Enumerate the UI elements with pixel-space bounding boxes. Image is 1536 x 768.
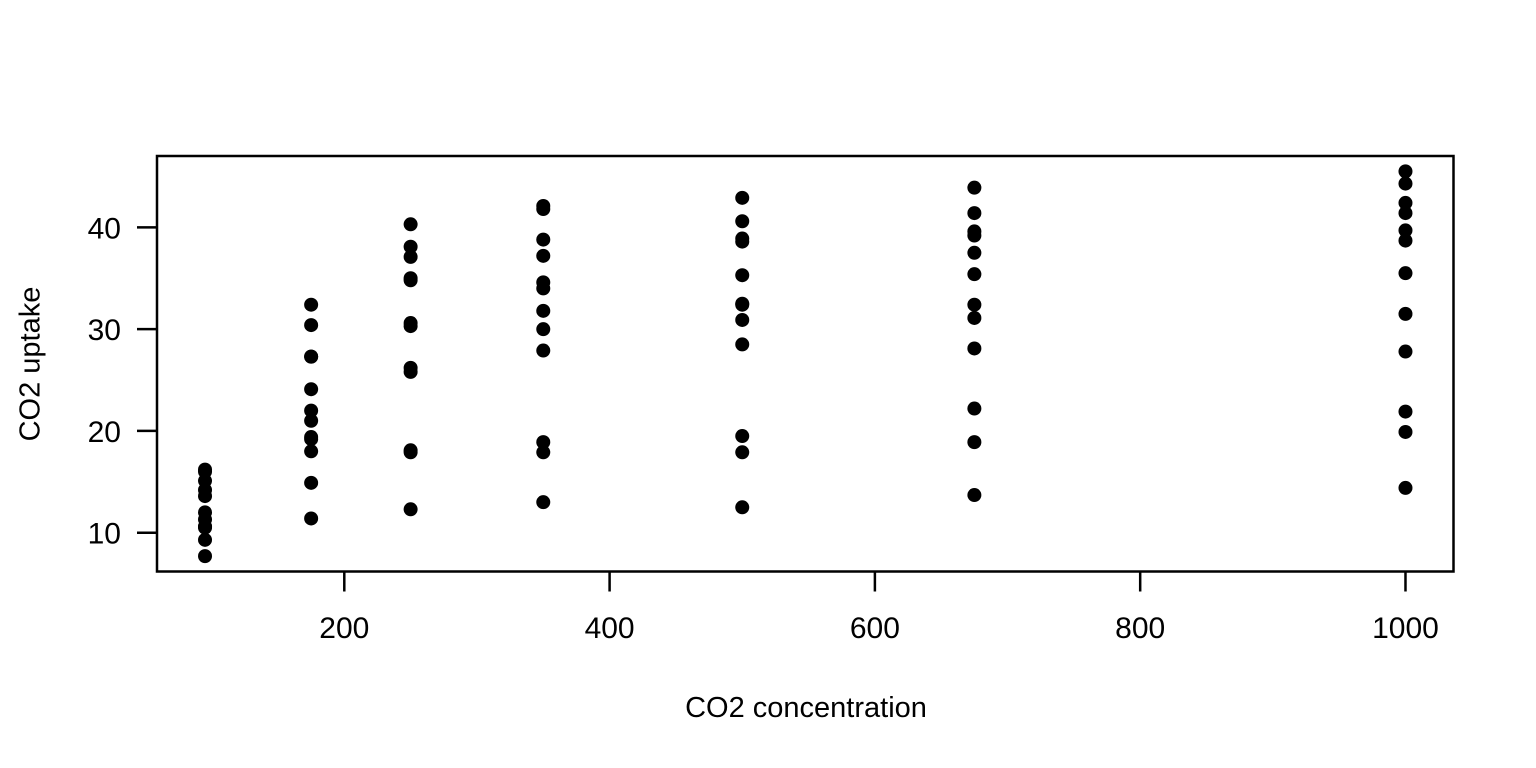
x-axis-tick-label: 200: [319, 612, 369, 645]
data-point: [1398, 266, 1413, 281]
data-point: [735, 500, 750, 515]
data-point: [198, 532, 213, 547]
y-axis-tick-label: 30: [88, 314, 121, 347]
x-axis-tick-label: 800: [1115, 612, 1165, 645]
data-point: [967, 401, 982, 416]
data-point: [536, 232, 551, 247]
data-point: [198, 549, 213, 564]
data-point: [735, 445, 750, 460]
data-point: [536, 495, 551, 510]
data-point: [735, 429, 750, 444]
x-axis-title: CO2 concentration: [685, 692, 927, 724]
y-axis-tick-label: 40: [88, 212, 121, 245]
data-point: [1398, 404, 1413, 419]
data-point: [735, 214, 750, 229]
data-point: [536, 198, 551, 213]
data-point: [536, 281, 551, 296]
data-point: [1398, 306, 1413, 321]
data-point: [403, 217, 418, 232]
data-point: [403, 239, 418, 254]
data-point: [1398, 195, 1413, 210]
data-point: [304, 430, 319, 445]
data-point: [304, 413, 319, 428]
data-point: [967, 180, 982, 195]
data-point: [735, 268, 750, 283]
data-point: [967, 488, 982, 503]
data-point: [536, 248, 551, 263]
data-point: [735, 312, 750, 327]
axis-tick-layer: 200 400 600 800 1000 10 20 30 40: [88, 212, 1439, 645]
data-point: [536, 445, 551, 460]
data-point: [967, 341, 982, 356]
y-axis-title: CO2 uptake: [14, 286, 47, 442]
data-point: [198, 462, 213, 477]
data-point: [1398, 233, 1413, 248]
data-point: [967, 206, 982, 221]
data-point: [967, 224, 982, 239]
data-point: [403, 364, 418, 379]
data-point: [735, 190, 750, 205]
data-point: [967, 310, 982, 325]
x-axis-tick-label: 600: [850, 612, 900, 645]
data-point: [967, 267, 982, 282]
data-point: [1398, 480, 1413, 495]
data-point: [735, 231, 750, 246]
data-point: [304, 382, 319, 397]
data-point: [304, 318, 319, 333]
data-point-layer: [198, 164, 1413, 564]
data-point: [304, 297, 319, 312]
data-point: [735, 337, 750, 352]
plot-frame: [155, 154, 1455, 573]
data-point: [1398, 424, 1413, 439]
data-point: [304, 475, 319, 490]
data-point: [403, 445, 418, 460]
data-point: [1398, 344, 1413, 359]
data-point: [536, 435, 551, 450]
data-point: [304, 444, 319, 459]
data-point: [967, 297, 982, 312]
data-point: [403, 316, 418, 331]
data-point: [304, 349, 319, 364]
data-point: [198, 473, 213, 488]
x-axis-tick-label: 400: [585, 612, 635, 645]
data-point: [403, 249, 418, 264]
data-point: [967, 435, 982, 450]
data-point: [967, 245, 982, 260]
y-axis-tick-label: 10: [88, 518, 121, 551]
data-point: [536, 303, 551, 318]
data-point: [198, 519, 213, 534]
data-point: [1398, 176, 1413, 191]
data-point: [735, 297, 750, 312]
data-point: [304, 511, 319, 526]
data-point: [1398, 206, 1413, 221]
data-point: [304, 403, 319, 418]
data-point: [1398, 164, 1413, 179]
data-point: [536, 343, 551, 358]
data-point: [1398, 223, 1413, 238]
x-axis-tick-label: 1000: [1372, 612, 1439, 645]
data-point: [536, 322, 551, 337]
data-point: [403, 502, 418, 517]
data-point: [403, 271, 418, 286]
plot-frame-layer: [155, 154, 1455, 573]
y-axis-tick-label: 20: [88, 416, 121, 449]
